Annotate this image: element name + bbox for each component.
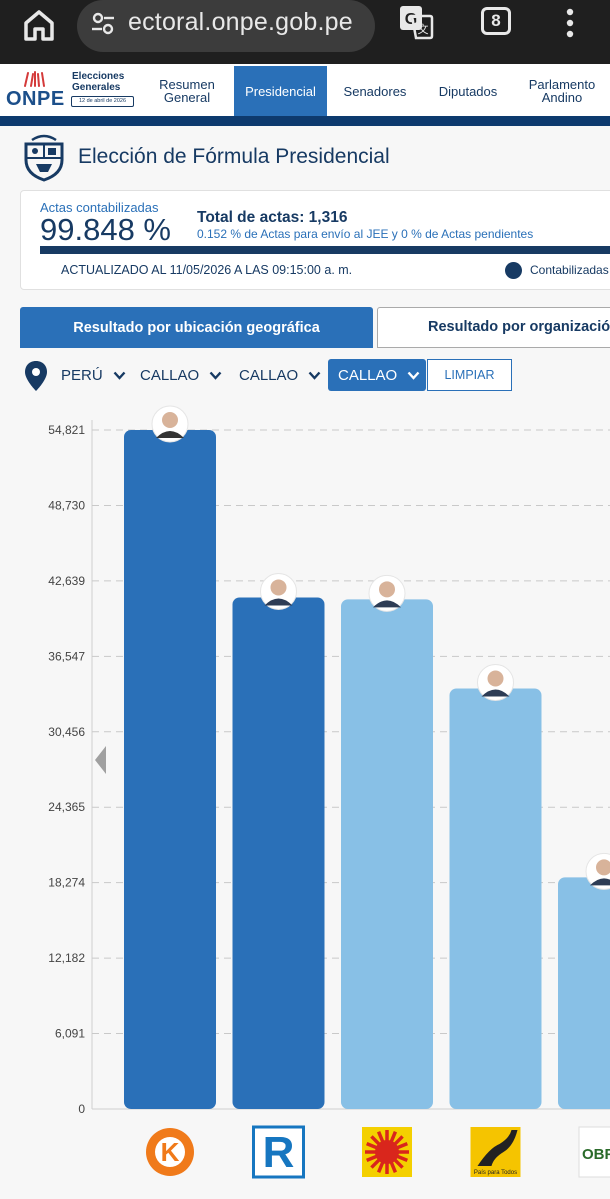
- legend-dot-icon: [505, 262, 522, 279]
- road-shape: [477, 1130, 518, 1166]
- candidate-face: [270, 579, 287, 596]
- coat-of-arms-icon: [24, 134, 64, 182]
- filter-province-dropdown[interactable]: CALLAO: [239, 362, 321, 388]
- nav-senadores[interactable]: Senadores: [343, 83, 407, 99]
- nav-presidencial[interactable]: Presidencial: [234, 66, 327, 116]
- party-logo-inner: [155, 1137, 185, 1167]
- nav-resumen-general[interactable]: Resumen General: [159, 77, 215, 105]
- candidate-face: [162, 412, 178, 428]
- party-logo-renovacion: [252, 1125, 305, 1179]
- candidate-face: [379, 581, 395, 598]
- candidate-shoulders: [481, 689, 510, 697]
- y-tick-label: 6,091: [55, 1027, 85, 1041]
- last-updated: ACTUALIZADO AL 11/05/2026 A LAS 09:15:00…: [61, 263, 353, 277]
- location-pin-icon: [25, 361, 47, 391]
- event-date: 12 de abril de 2026: [71, 96, 134, 107]
- site-settings-icon[interactable]: [90, 10, 116, 36]
- y-tick-label: 18,274: [48, 876, 85, 890]
- y-tick-label: 12,182: [48, 951, 85, 965]
- sun-ray: [389, 1131, 398, 1144]
- more-menu-icon[interactable]: [560, 6, 580, 40]
- y-tick-label: 48,730: [48, 498, 85, 512]
- chevron-down-icon: [209, 371, 222, 380]
- y-tick-label: 42,639: [48, 574, 85, 588]
- bar-2: [232, 597, 325, 1109]
- bar-1: [124, 430, 216, 1109]
- filter-district-value: CALLAO: [338, 366, 398, 384]
- bar-4: [449, 688, 542, 1109]
- header-divider: [0, 116, 610, 126]
- filter-country-value: PERÚ: [61, 366, 103, 384]
- bar-5: [558, 877, 610, 1109]
- onpe-logo[interactable]: ONPE: [6, 88, 65, 110]
- actas-percent: 99.848 %: [40, 212, 171, 247]
- address-bar[interactable]: [77, 0, 375, 52]
- actas-progress-bar: [40, 246, 610, 254]
- home-icon[interactable]: [22, 8, 56, 42]
- event-name: Elecciones Generales: [72, 71, 125, 93]
- nav-diputados[interactable]: Diputados: [438, 83, 498, 99]
- sun-core: [375, 1140, 399, 1164]
- y-tick-label: 54,821: [48, 423, 85, 437]
- translate-icon[interactable]: G 文: [398, 4, 434, 40]
- chart-scroll-left-icon[interactable]: [95, 746, 107, 774]
- tab-switcher-button[interactable]: 8: [481, 7, 511, 35]
- clear-filters-button[interactable]: LIMPIAR: [427, 359, 512, 391]
- chevron-down-icon: [308, 371, 321, 380]
- nav-parlamento-andino[interactable]: Parlamento Andino: [528, 77, 596, 105]
- party-logo-letter: K: [161, 1137, 180, 1167]
- filter-department-dropdown[interactable]: CALLAO: [140, 362, 222, 388]
- bar-3: [341, 599, 433, 1109]
- total-actas: Total de actas: 1,316: [197, 209, 348, 226]
- svg-text:G: G: [405, 11, 417, 28]
- sun-ray: [376, 1160, 385, 1173]
- sun-ray: [389, 1160, 398, 1173]
- actas-label: Actas contabilizadas: [40, 200, 159, 215]
- y-tick-label: 0: [78, 1102, 85, 1116]
- y-tick-label: 30,456: [48, 725, 85, 739]
- tab-organization-results[interactable]: Resultado por organización política: [377, 307, 610, 348]
- candidate-shoulders: [156, 431, 184, 438]
- filter-district-dropdown[interactable]: CALLAO: [328, 359, 426, 391]
- candidate-face: [487, 670, 504, 687]
- filter-country-dropdown[interactable]: PERÚ: [61, 362, 126, 388]
- tab-geographic-results[interactable]: Resultado por ubicación geográfica: [20, 307, 373, 348]
- y-tick-label: 36,547: [48, 649, 85, 663]
- candidate-face: [596, 859, 610, 876]
- chevron-down-icon: [407, 371, 420, 380]
- results-bar-chart: 54,821 48,730 42,639 36,547 30,456 24,365 18,2…: [48, 405, 610, 1179]
- party-logo-caption: País para Todos: [474, 1170, 517, 1176]
- chevron-down-icon: [113, 371, 126, 380]
- pending-actas-text: 0.152 % de Actas para envío al JEE y 0 %…: [197, 227, 534, 241]
- sun-ray: [376, 1131, 385, 1144]
- onpe-logo-mark: [24, 71, 45, 87]
- page-title: Elección de Fórmula Presidencial: [78, 145, 390, 168]
- candidate-shoulders: [264, 598, 293, 606]
- party-logo-obras: [578, 1126, 610, 1178]
- filter-department-value: CALLAO: [140, 366, 200, 384]
- url-text[interactable]: ectoral.onpe.gob.pe: [128, 8, 353, 36]
- y-tick-label: 24,365: [48, 800, 85, 814]
- candidate-shoulders: [373, 600, 401, 608]
- candidate-shoulders: [590, 878, 610, 886]
- svg-text:文: 文: [418, 22, 429, 36]
- legend-label: Contabilizadas: [530, 263, 609, 277]
- filter-province-value: CALLAO: [239, 366, 299, 384]
- party-logo-letter: R: [263, 1128, 295, 1177]
- party-logo-letter: OBRA: [582, 1146, 610, 1163]
